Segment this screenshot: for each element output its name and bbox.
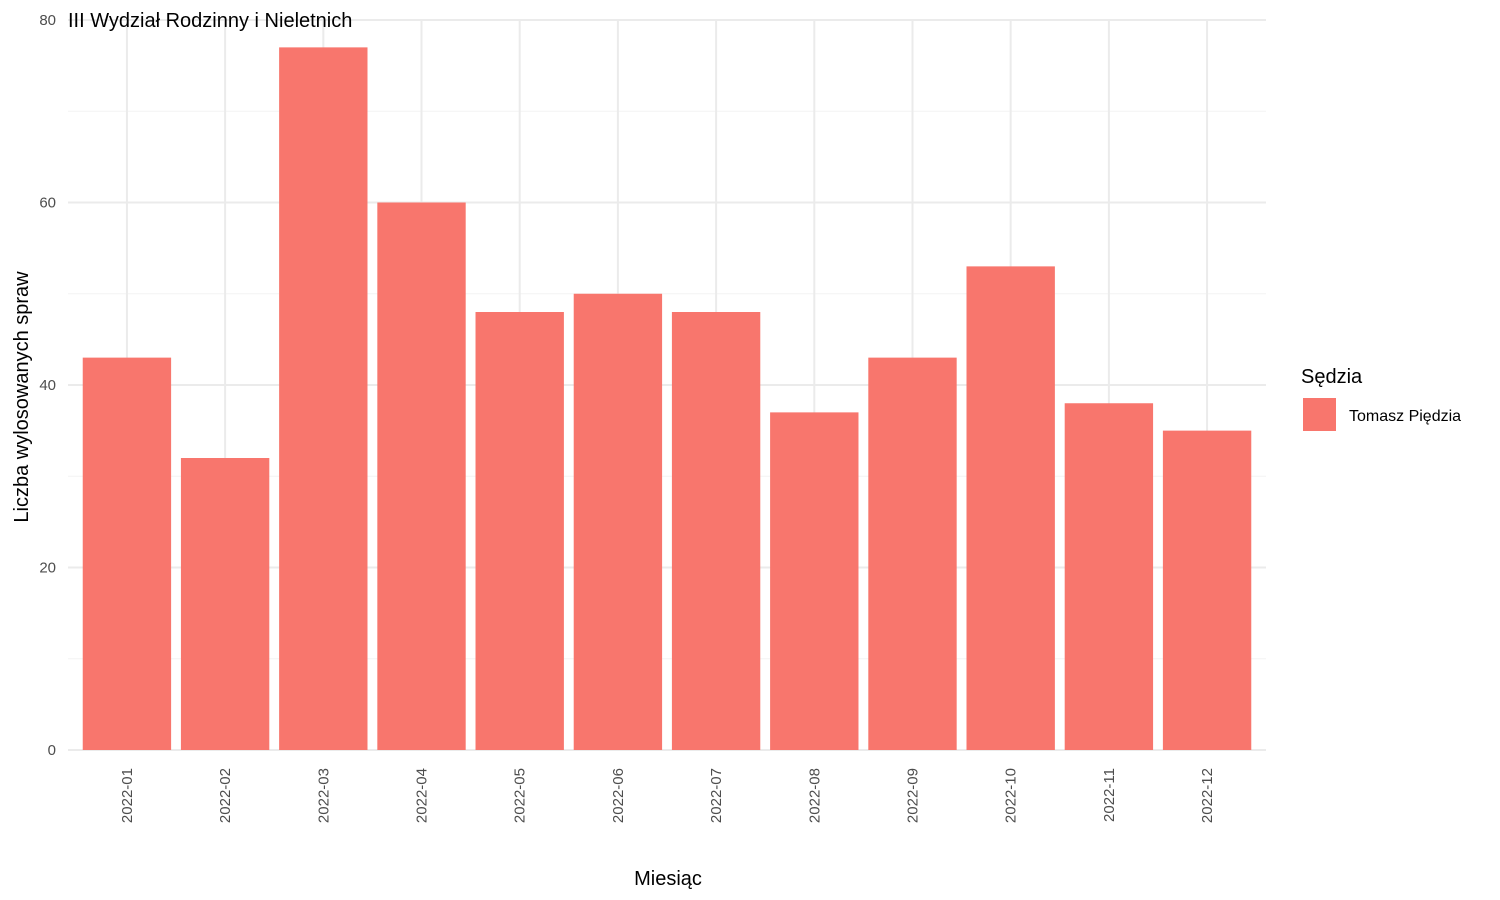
legend: Sędzia Tomasz Piędzia <box>1301 366 1461 431</box>
x-axis-title: Miesiąc <box>634 868 702 890</box>
bars <box>82 47 1252 750</box>
bar-2022-09 <box>868 357 957 750</box>
y-axis-ticks: 0 20 40 60 80 <box>39 12 56 759</box>
x-tick-label: 2022-06 <box>610 768 627 823</box>
y-tick-label: 60 <box>39 195 56 212</box>
x-tick-label: 2022-04 <box>414 768 431 823</box>
bar-2022-10 <box>966 266 1055 750</box>
x-tick-label: 2022-09 <box>904 768 921 823</box>
x-tick-label: 2022-03 <box>315 768 332 823</box>
bar-2022-01 <box>82 357 172 750</box>
y-axis-title: Liczba wylosowanych spraw <box>11 271 33 523</box>
bar-2022-12 <box>1162 430 1252 750</box>
x-axis-ticks: 2022-01 2022-02 2022-03 2022-04 2022-05 2022-… <box>119 768 1216 823</box>
x-tick-label: 2022-07 <box>708 768 725 823</box>
y-tick-label: 80 <box>39 12 56 29</box>
legend-title: Sędzia <box>1301 366 1363 388</box>
x-tick-label: 2022-08 <box>806 768 823 823</box>
x-tick-label: 2022-11 <box>1101 768 1118 822</box>
bar-2022-07 <box>671 312 761 750</box>
x-tick-label: 2022-01 <box>119 768 136 823</box>
bar-2022-03 <box>279 47 368 750</box>
bar-2022-06 <box>573 293 663 750</box>
y-tick-label: 20 <box>39 560 56 577</box>
y-tick-label: 0 <box>48 742 56 759</box>
chart-title: III Wydział Rodzinny i Nieletnich <box>68 10 352 32</box>
x-tick-label: 2022-12 <box>1199 768 1216 823</box>
x-tick-label: 2022-05 <box>512 768 529 823</box>
bar-2022-04 <box>377 202 466 750</box>
y-tick-label: 40 <box>39 377 56 394</box>
legend-key <box>1303 398 1336 431</box>
x-tick-label: 2022-02 <box>217 768 234 823</box>
bar-2022-02 <box>180 458 270 750</box>
legend-label: Tomasz Piędzia <box>1349 408 1461 425</box>
bar-2022-08 <box>770 412 859 750</box>
x-tick-label: 2022-10 <box>1003 768 1020 823</box>
bar-2022-05 <box>475 312 564 750</box>
bar-2022-11 <box>1064 403 1154 750</box>
